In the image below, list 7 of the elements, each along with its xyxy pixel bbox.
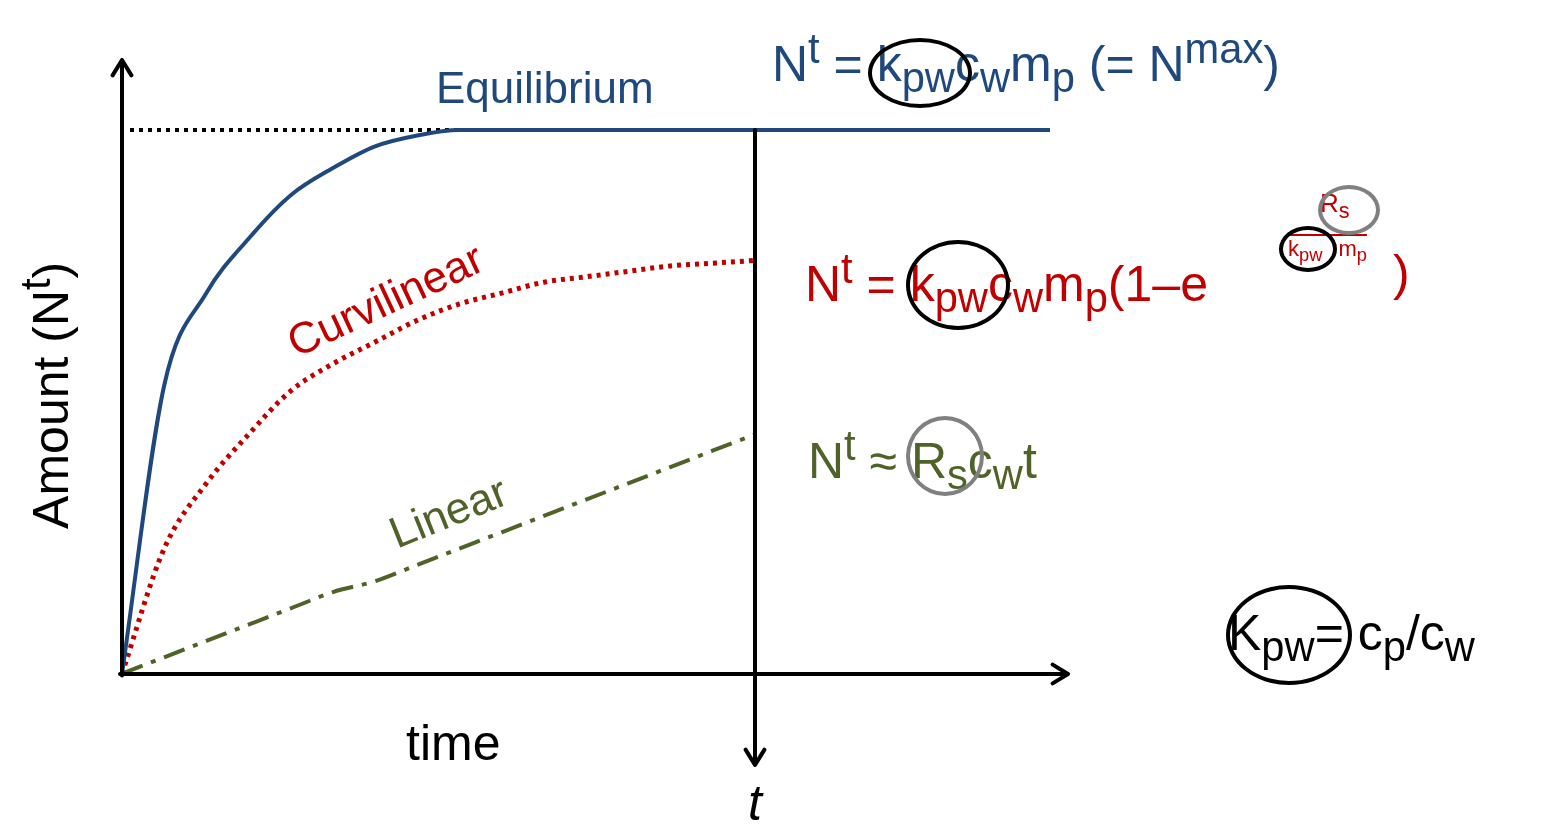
text: k$_{pw}$m$_{p}$ bbox=[1288, 234, 1367, 266]
x-axis-title: time bbox=[406, 715, 501, 771]
text: ) bbox=[1393, 245, 1410, 301]
text: t bbox=[748, 775, 762, 830]
text: Linear bbox=[382, 465, 514, 558]
series-label: Equilibrium bbox=[436, 63, 654, 112]
text: K$_{pw}$= c$_{p}$/c$_{w}$ bbox=[1228, 605, 1475, 670]
